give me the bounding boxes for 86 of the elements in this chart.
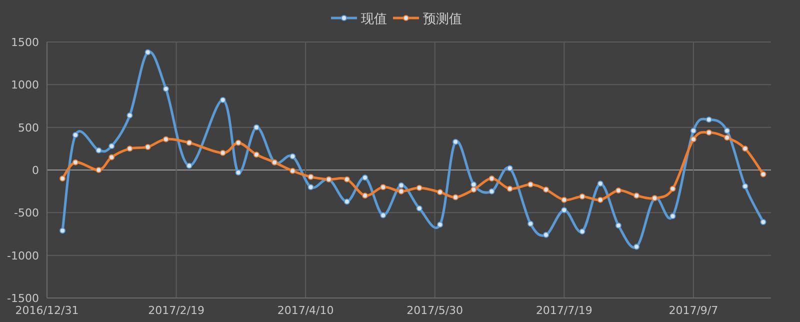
point [398,188,404,194]
point [561,207,568,214]
point [452,138,459,145]
point [543,232,550,238]
point [380,212,386,218]
point [470,186,477,193]
point [543,186,550,193]
point [186,162,192,169]
point [162,136,169,142]
point [108,154,115,160]
point [724,134,730,141]
point [186,140,192,146]
point [60,176,66,182]
point [235,140,242,146]
point [488,188,495,194]
point [528,220,534,227]
y-tick-label: 0 [32,164,39,177]
point [162,86,169,92]
point [344,176,350,182]
point [398,182,404,188]
point [760,171,766,178]
y-tick-label: -500 [14,206,39,220]
point [96,147,102,154]
x-tick-label: 2017/5/30 [406,304,464,317]
point [308,184,314,190]
point [506,186,513,192]
point [108,143,115,150]
point [437,222,444,228]
point [597,196,604,203]
point [561,196,568,203]
point [760,219,766,226]
point [670,213,676,220]
point [220,97,226,104]
x-tick-label: 2017/2/19 [148,304,204,317]
point [144,49,151,56]
x-tick-label: 2016/12/31 [15,304,79,317]
x-tick-label: 2017/7/19 [536,304,592,317]
point [742,146,748,152]
point [126,146,133,152]
point [253,152,260,158]
point [290,168,296,174]
point [308,174,314,180]
point [597,180,604,187]
point [380,184,386,190]
point [488,176,495,182]
point [506,165,513,172]
point [706,129,712,136]
point [416,205,422,212]
point [60,228,66,234]
point [690,136,696,142]
point [416,184,422,191]
point [72,159,78,166]
point [634,244,640,250]
y-tick-label: 1500 [11,36,39,49]
point [742,183,748,190]
legend-label: 现值 [361,12,387,27]
point [235,170,242,176]
point [220,150,226,156]
point [452,194,459,200]
point [72,132,78,138]
point [344,198,350,205]
point [437,189,444,196]
point [253,124,260,130]
point [615,187,622,194]
point [290,153,296,160]
point [579,193,586,200]
point [690,128,696,134]
point [144,144,151,150]
point [706,116,712,123]
point [362,174,368,181]
y-tick-label: 500 [18,121,39,134]
legend-label: 预测值 [423,12,462,27]
y-tick-label: 1000 [11,78,39,92]
point [670,186,676,192]
point [634,192,640,199]
point [528,182,534,188]
y-tick-label: -1500 [7,292,39,305]
point [126,112,133,118]
point [724,128,730,134]
point [615,222,622,228]
x-tick-label: 2017/9/7 [668,304,718,317]
y-tick-label: -1000 [7,249,39,262]
x-tick-label: 2017/4/10 [277,304,334,317]
point [579,228,586,234]
point [362,192,368,199]
point [96,167,102,173]
